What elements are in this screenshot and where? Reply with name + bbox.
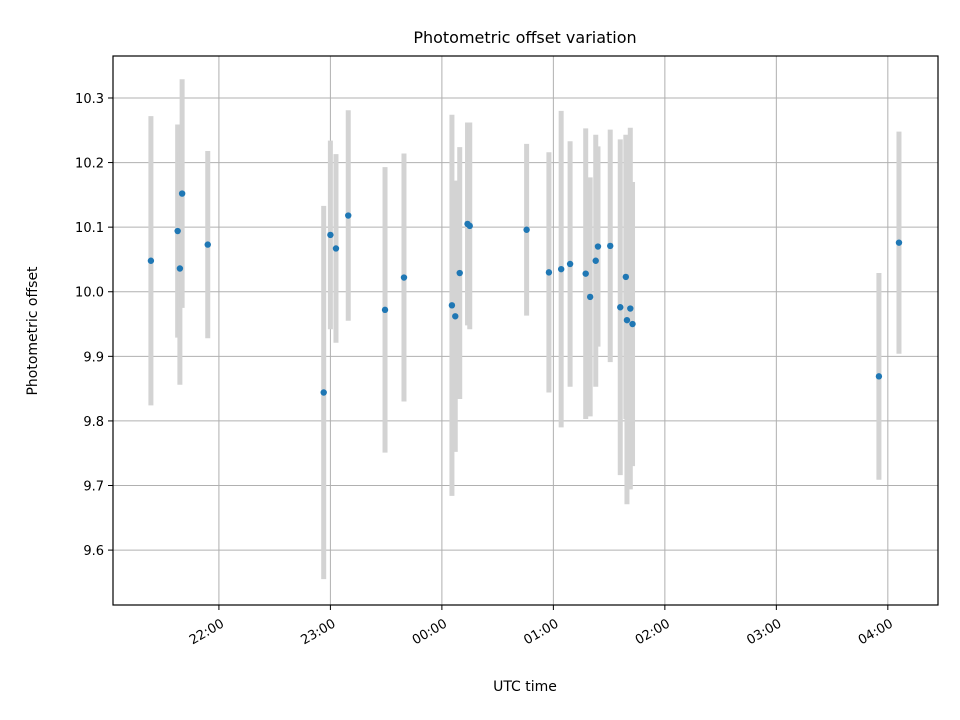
data-point [332,245,340,252]
data-point [629,320,636,328]
data-point [345,212,352,219]
y-axis-ticks: 9.6 9.7 9.8 9.9 10.0 10.1 10.2 10.3 [75,92,113,559]
y-axis-label: Photometric offset [25,266,41,396]
data-point [592,257,599,264]
data-point [895,239,903,246]
y-tick-label: 9.6 [83,544,104,559]
data-point [178,190,186,197]
y-tick-label: 9.8 [83,415,104,430]
data-point [607,242,614,250]
data-point [545,269,553,276]
y-tick-label: 9.7 [83,480,104,495]
data-point [523,226,530,233]
data-point [147,257,155,264]
y-tick-label: 10.1 [75,221,104,236]
data-point [452,313,459,320]
y-tick-label: 10.0 [75,286,104,301]
data-points [147,190,903,396]
y-tick-label: 9.9 [83,350,104,365]
data-point [381,306,389,314]
data-point [566,260,574,268]
data-point [623,316,631,324]
data-point [327,231,334,239]
data-point [400,274,408,281]
data-point [204,241,211,248]
data-point [320,389,327,396]
data-point [627,305,634,312]
data-point [448,302,456,309]
data-point [594,243,602,250]
data-point [582,270,589,277]
chart-title: Photometric offset variation [413,28,636,47]
data-point [176,265,184,272]
data-point [617,304,624,311]
data-point [586,293,594,301]
plot-frame [112,55,939,606]
data-point [466,222,473,230]
y-tick-label: 10.2 [75,157,104,172]
data-point [557,265,565,273]
data-point [622,273,630,281]
data-point [456,269,463,277]
data-point [174,227,181,235]
x-axis-label: UTC time [493,679,557,695]
data-point [875,373,883,380]
y-tick-label: 10.3 [75,92,104,107]
